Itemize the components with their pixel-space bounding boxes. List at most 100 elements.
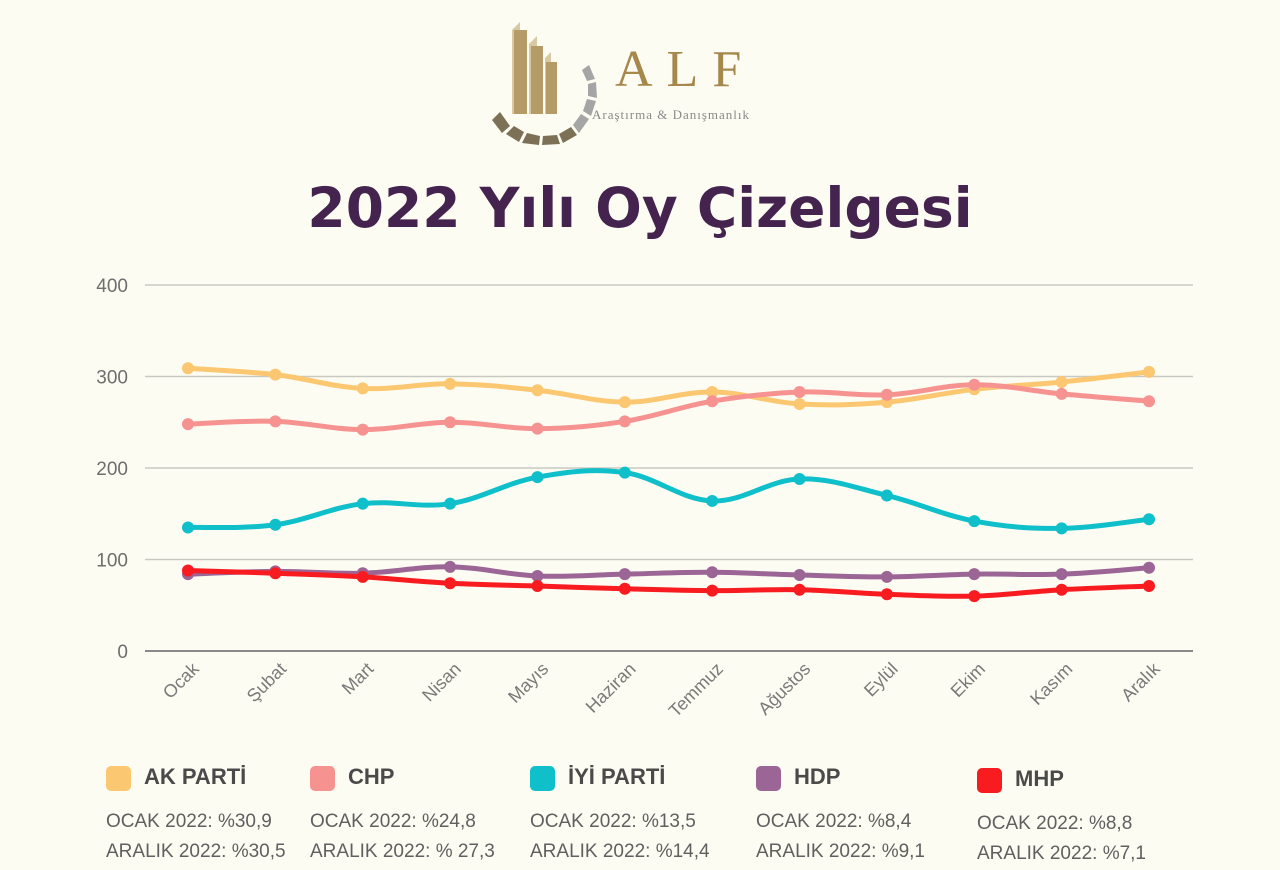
data-point <box>1143 513 1155 526</box>
legend-aralik-value: ARALIK 2022: %30,5 <box>106 841 286 862</box>
data-point <box>618 582 631 595</box>
data-point <box>706 584 719 597</box>
data-point <box>1143 561 1155 574</box>
data-point <box>618 466 631 479</box>
data-point <box>444 560 457 573</box>
data-point <box>968 590 981 603</box>
legend-label: İYİ PARTİ <box>568 764 666 789</box>
data-point <box>1055 583 1068 596</box>
data-point <box>706 386 719 399</box>
data-point <box>356 382 369 395</box>
x-axis-ticks: Ocak Şubat Mart Nisan Mayıs Haziran Temmuz Ağus… <box>159 658 1165 721</box>
data-point <box>880 388 893 401</box>
data-point <box>1143 365 1155 378</box>
x-tick-label: Mayıs <box>504 659 552 707</box>
legend-ocak-value: OCAK 2022: %24,8 <box>310 811 476 832</box>
y-tick-label: 0 <box>117 642 128 663</box>
data-point <box>356 570 369 583</box>
y-axis-ticks: 0 100 200 300 400 <box>96 276 128 663</box>
x-tick-label: Şubat <box>243 659 290 706</box>
data-point <box>182 521 194 534</box>
data-point <box>444 577 457 590</box>
data-point <box>269 368 282 381</box>
data-point <box>1055 387 1068 400</box>
data-point <box>706 494 719 507</box>
data-point <box>618 568 631 581</box>
data-point <box>531 580 544 593</box>
data-point <box>793 386 806 399</box>
data-point <box>880 570 893 583</box>
x-tick-label: Ekim <box>947 659 989 701</box>
x-tick-label: Haziran <box>582 659 640 717</box>
x-tick-label: Eylül <box>860 659 902 701</box>
series-3 <box>182 560 1155 583</box>
data-point <box>880 489 893 502</box>
x-tick-label: Ağustos <box>754 659 814 719</box>
data-point <box>1143 580 1155 593</box>
data-point <box>618 415 631 428</box>
legend-swatch <box>106 766 131 791</box>
data-point <box>968 568 981 581</box>
x-tick-label: Mart <box>338 659 378 699</box>
data-point <box>182 418 194 431</box>
data-point <box>269 567 282 580</box>
legend-label: CHP <box>348 764 395 789</box>
legend-swatch <box>530 766 555 791</box>
data-point <box>531 384 544 397</box>
data-point <box>444 416 457 429</box>
series-4 <box>182 564 1155 603</box>
data-point <box>968 378 981 391</box>
brand-name: ALF <box>615 41 756 98</box>
data-point <box>793 472 806 485</box>
legend-ocak-value: OCAK 2022: %8,8 <box>977 813 1133 834</box>
series-line <box>185 567 1152 599</box>
legend-label: HDP <box>794 764 841 789</box>
series-line <box>185 365 1152 408</box>
series-1 <box>182 378 1155 436</box>
alf-logo <box>492 22 597 145</box>
y-tick-label: 300 <box>96 368 128 389</box>
x-tick-label: Ocak <box>159 658 204 703</box>
legend-label: AK PARTİ <box>144 764 247 789</box>
data-point <box>793 397 806 410</box>
data-point <box>793 569 806 582</box>
legend-ocak-value: OCAK 2022: %30,9 <box>106 811 272 832</box>
data-point <box>793 583 806 596</box>
data-point <box>356 423 369 436</box>
data-point <box>531 569 544 582</box>
line-chart: 0 100 200 300 400 Ocak Şubat Mart Nisan Mayıs Haz… <box>96 276 1193 721</box>
y-tick-label: 200 <box>96 459 128 480</box>
data-point <box>531 471 544 484</box>
data-point <box>444 497 457 510</box>
grid-lines <box>145 284 1193 652</box>
y-tick-label: 400 <box>96 276 128 297</box>
series-lines <box>182 362 1155 603</box>
x-tick-label: Temmuz <box>665 659 727 721</box>
data-point <box>1055 522 1068 535</box>
x-tick-label: Kasım <box>1026 659 1076 709</box>
series-line <box>185 564 1152 580</box>
data-point <box>269 518 282 531</box>
data-point <box>1143 395 1155 408</box>
legend-ocak-value: OCAK 2022: %13,5 <box>530 811 696 832</box>
legend-ocak-value: OCAK 2022: %8,4 <box>756 811 912 832</box>
data-point <box>1055 568 1068 581</box>
data-point <box>182 362 194 375</box>
series-2 <box>182 466 1155 535</box>
data-point <box>968 515 981 528</box>
data-point <box>182 564 194 577</box>
series-line <box>185 468 1152 531</box>
data-point <box>269 415 282 428</box>
brand-subtitle: Araştırma & Danışmanlık <box>592 107 751 122</box>
legend-aralik-value: ARALIK 2022: %9,1 <box>756 841 925 862</box>
data-point <box>356 497 369 510</box>
data-point <box>1055 375 1068 388</box>
data-point <box>618 396 631 409</box>
legend-aralik-value: ARALIK 2022: %14,4 <box>530 841 710 862</box>
data-point <box>531 422 544 435</box>
chart-title: 2022 Yılı Oy Çizelgesi <box>307 176 973 240</box>
x-tick-label: Aralık <box>1117 658 1164 705</box>
data-point <box>706 395 719 408</box>
legend-aralik-value: ARALIK 2022: %7,1 <box>977 843 1146 864</box>
x-tick-label: Nisan <box>418 659 465 706</box>
